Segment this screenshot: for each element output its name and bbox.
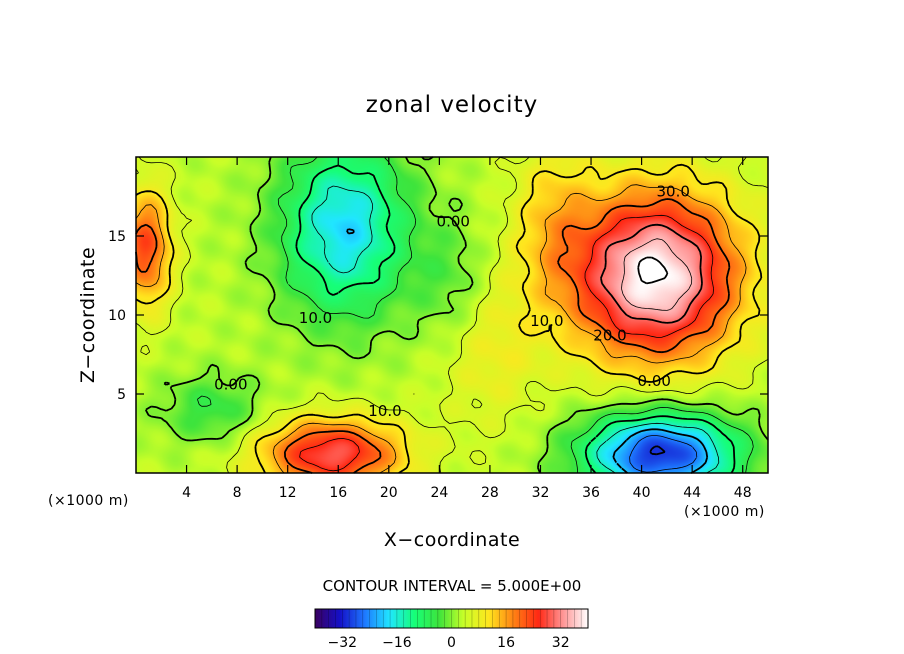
contour-label: 10.0	[299, 309, 332, 327]
contour-label: 10.0	[530, 312, 563, 330]
colorbar: −32 −16 0 16 32	[314, 608, 589, 651]
contour-line	[649, 445, 666, 456]
contour-label: 0.00	[638, 372, 671, 390]
contour-label: 0.00	[214, 375, 247, 393]
colorbar-tick-label: −32	[328, 635, 358, 651]
contour-line	[135, 184, 747, 474]
x-tick-label: 24	[430, 485, 448, 501]
contour-line	[621, 238, 693, 311]
contour-interval-note: CONTOUR INTERVAL = 5.000E+00	[323, 577, 582, 595]
x-tick-label: 32	[532, 485, 550, 501]
plot-area: 30.0 20.0 10.0 0.00 0.00 10.0 0.00 10.0	[135, 156, 769, 474]
contour-line	[299, 214, 714, 472]
x-tick-label: 48	[734, 485, 752, 501]
contour-line	[346, 228, 709, 474]
x-unit-label-left: (×1000 m)	[48, 493, 129, 509]
x-tick-label: 16	[329, 485, 347, 501]
colorbar-gradient	[314, 608, 589, 629]
x-tick-label: 8	[233, 485, 242, 501]
y-axis-title: Z−coordinate	[77, 247, 99, 383]
y-axis-ticks: 5 10 15	[108, 229, 768, 403]
x-tick-label: 40	[633, 485, 651, 501]
x-tick-label: 4	[182, 485, 191, 501]
chart-title: zonal velocity	[366, 92, 538, 118]
colorbar-tick-label: 0	[447, 635, 456, 651]
x-tick-label: 28	[481, 485, 499, 501]
contour-line	[197, 156, 754, 474]
colorbar-stripes	[321, 609, 582, 628]
contour-line	[637, 256, 669, 285]
x-unit-label-right: (×1000 m)	[684, 504, 765, 520]
x-axis-ticks: 4 8 12 16 20 24 28 32 36 40 44 48	[182, 157, 752, 501]
x-tick-label: 20	[380, 485, 398, 501]
contour-labels: 30.0 20.0 10.0 0.00 0.00 10.0 0.00 10.0	[214, 183, 690, 421]
colorbar-tick-label: 16	[497, 635, 515, 651]
y-tick-label: 5	[117, 387, 126, 403]
contour-line	[311, 185, 720, 474]
colorbar-tick-label: 32	[552, 635, 570, 651]
contour-line	[629, 435, 698, 473]
x-tick-label: 12	[279, 485, 297, 501]
contour-line	[145, 156, 769, 474]
contour-line	[135, 163, 763, 474]
x-axis-title: X−coordinate	[384, 529, 520, 551]
contour-label: 30.0	[656, 183, 689, 201]
contour-label: 0.00	[437, 213, 470, 231]
y-tick-label: 10	[108, 308, 126, 324]
x-tick-label: 44	[683, 485, 701, 501]
contour-label: 20.0	[593, 326, 626, 344]
y-tick-label: 15	[108, 229, 126, 245]
contour-line	[135, 156, 769, 474]
contour-line	[600, 223, 703, 324]
x-tick-label: 36	[582, 485, 600, 501]
colorbar-ticks: −32 −16 0 16 32	[328, 635, 570, 651]
colorbar-tick-label: −16	[382, 635, 412, 651]
contour-line	[135, 198, 731, 474]
contour-label: 10.0	[368, 402, 401, 420]
contour-lines	[135, 156, 769, 474]
